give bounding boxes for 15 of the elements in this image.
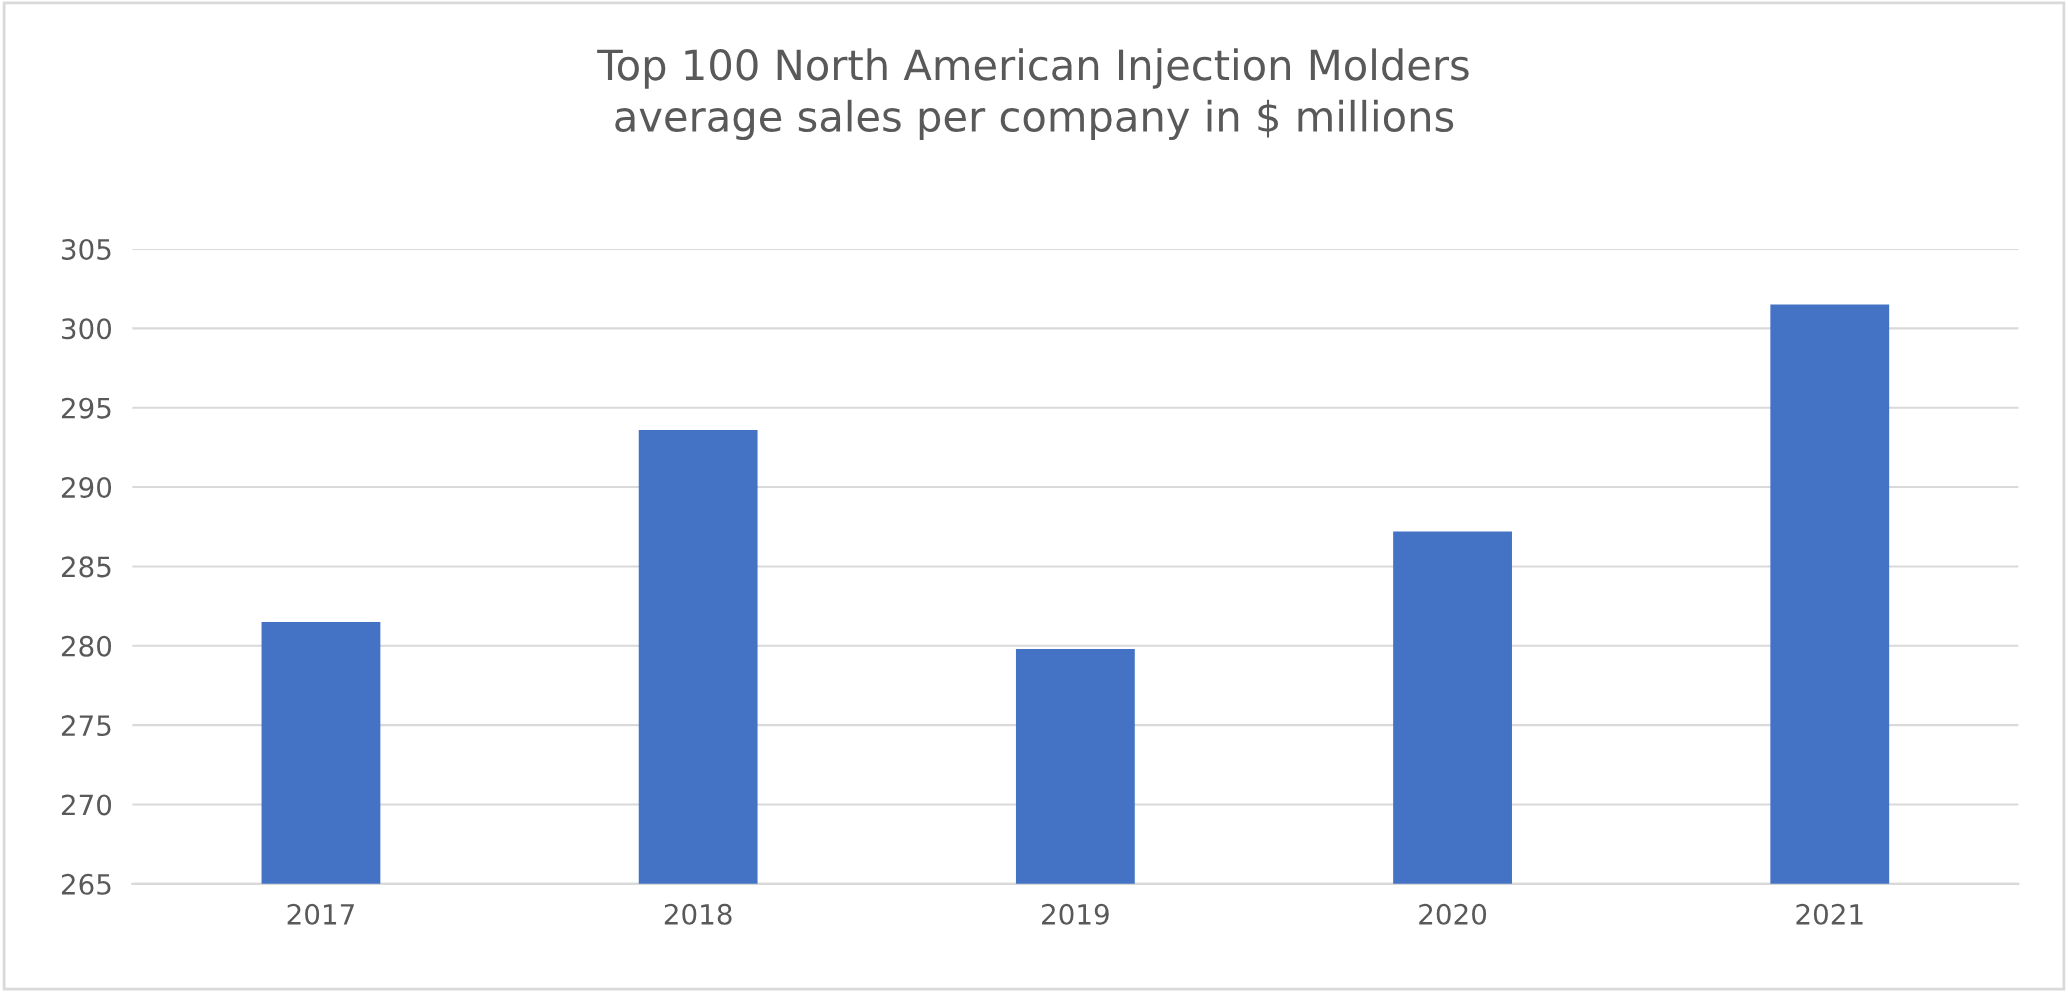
y-tick-label: 300 bbox=[62, 318, 112, 340]
y-tick-label: 275 bbox=[61, 715, 111, 737]
y-tick-label: 305 bbox=[62, 238, 111, 260]
y-tick-label: 290 bbox=[61, 477, 112, 499]
y-tick-label: 265 bbox=[61, 873, 111, 895]
y-tick-label: 295 bbox=[61, 397, 111, 419]
x-tick-label: 2020 bbox=[1419, 903, 1487, 925]
y-tick-label: 270 bbox=[61, 794, 112, 816]
x-tick-label: 2017 bbox=[287, 903, 354, 925]
x-tick-label: 2019 bbox=[1042, 903, 1109, 925]
y-tick-label: 280 bbox=[61, 635, 112, 657]
chart-title: Top 100 North American Injection Molders average sales per company in $ millions bbox=[597, 48, 1469, 141]
y-tick-label: 285 bbox=[61, 556, 111, 578]
x-tick-label: 2018 bbox=[664, 903, 732, 925]
x-tick-label: 2021 bbox=[1796, 903, 1863, 925]
